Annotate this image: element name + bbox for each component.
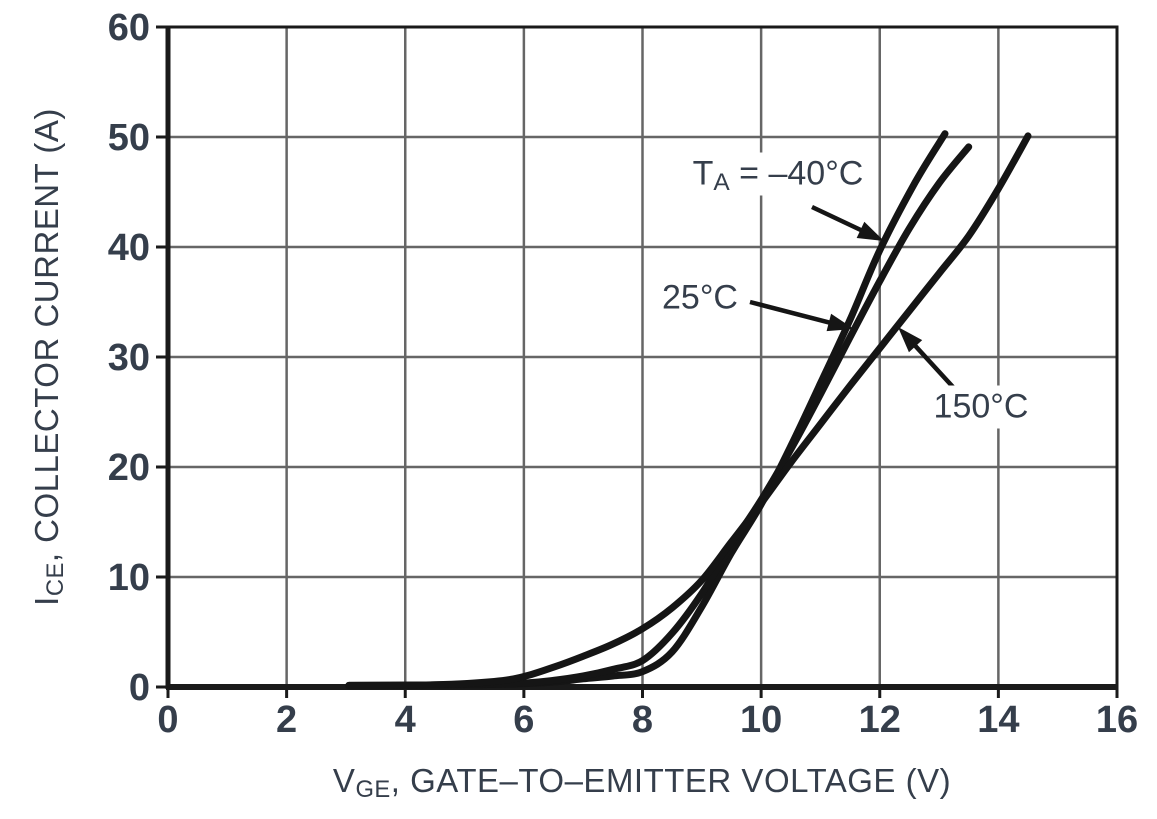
y-tick-label-0: 0	[129, 667, 150, 709]
annotation-arrow-25°C	[749, 299, 842, 328]
y-axis-symbol-subscript: CE	[42, 562, 70, 597]
annotation-ta-minus-40c-text: TA = –40°C	[692, 154, 864, 196]
y-tick-label-40: 40	[108, 227, 150, 269]
annotation-25c-text: 25°C	[662, 278, 738, 317]
x-tick-label-8: 8	[632, 699, 653, 741]
x-axis-title: VGE, GATE–TO–EMITTER VOLTAGE (V)	[332, 762, 952, 804]
annotation-150c: 150°C	[925, 385, 1037, 429]
y-axis-title: ICE, COLLECTOR CURRENT (A)	[28, 108, 70, 606]
y-tick-label-30: 30	[108, 337, 150, 379]
x-axis-symbol: V	[332, 762, 356, 799]
annotation-150c-text: 150°C	[933, 387, 1029, 426]
y-tick-label-60: 60	[108, 7, 150, 49]
x-tick-label-12: 12	[859, 699, 901, 741]
annotation-arrowhead-TA = –40°C	[856, 221, 884, 241]
x-tick-label-10: 10	[740, 699, 782, 741]
curve-–40°C	[345, 130, 949, 689]
x-tick-label-6: 6	[513, 699, 534, 741]
y-axis-title-text: , COLLECTOR CURRENT (A)	[28, 108, 65, 563]
y-tick-label-10: 10	[108, 557, 150, 599]
x-tick-label-0: 0	[157, 699, 178, 741]
x-tick-label-4: 4	[395, 699, 416, 741]
x-tick-label-2: 2	[276, 699, 297, 741]
annotation-25c: 25°C	[654, 276, 746, 320]
x-tick-label-16: 16	[1096, 699, 1138, 741]
x-axis-title-text: , GATE–TO–EMITTER VOLTAGE (V)	[390, 762, 952, 799]
y-tick-label-20: 20	[108, 447, 150, 489]
curve-25°C	[345, 143, 973, 689]
x-axis-symbol-subscript: GE	[355, 776, 391, 804]
annotation-ta-minus-40c: TA = –40°C	[684, 152, 872, 196]
y-axis-symbol: I	[28, 596, 65, 606]
annotation-arrowhead-150°C	[898, 327, 923, 353]
x-tick-label-14: 14	[977, 699, 1019, 741]
y-tick-label-50: 50	[108, 117, 150, 159]
annotation-arrowhead-25°C	[826, 313, 854, 332]
curve-150°C	[345, 132, 1032, 690]
